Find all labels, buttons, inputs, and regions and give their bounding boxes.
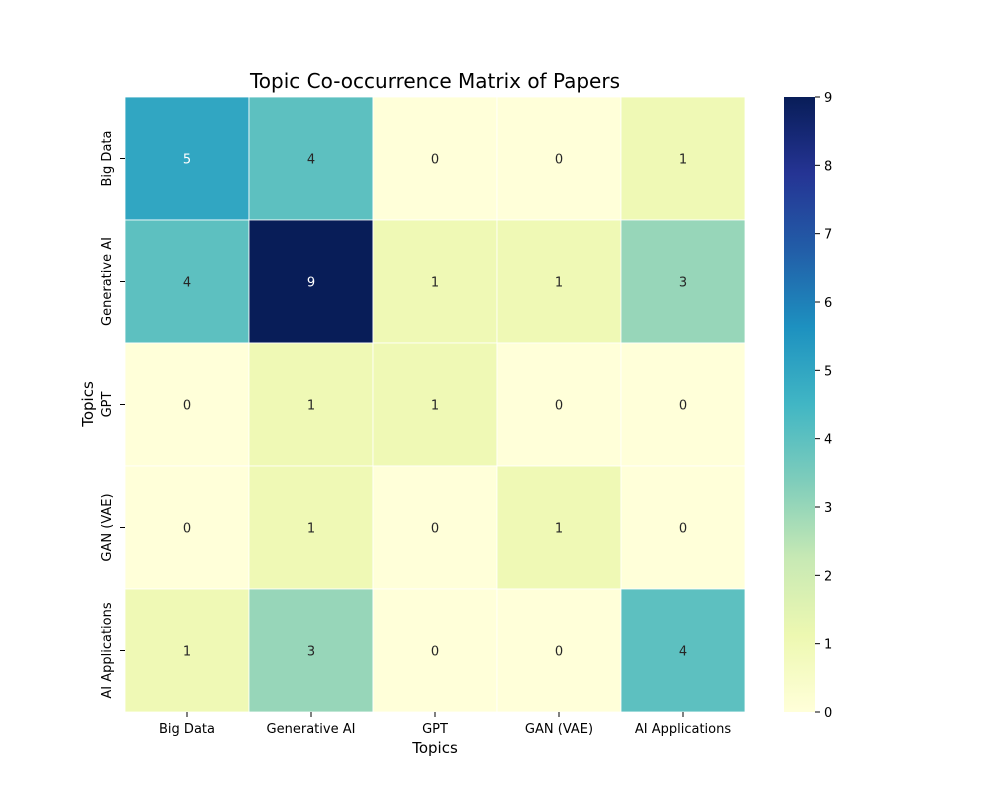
cell-value-label: 3 <box>679 276 687 291</box>
heatmap-cell <box>372 219 498 344</box>
heatmap-cell <box>248 219 374 344</box>
heatmap-cell <box>124 219 250 344</box>
heatmap-cell <box>496 96 622 221</box>
y-tick-label: AI Applications <box>100 602 115 698</box>
heatmap-cell <box>620 465 746 590</box>
cell-value-label: 0 <box>431 522 439 537</box>
heatmap-cell <box>372 342 498 467</box>
heatmap-cell <box>248 96 374 221</box>
heatmap-cell <box>372 96 498 221</box>
x-tick-label: GAN (VAE) <box>525 722 593 737</box>
colorbar-ticks: 0 1 2 3 4 5 6 7 8 9 <box>815 91 832 721</box>
cell-value-label: 5 <box>183 153 191 168</box>
cell-value-label: 1 <box>307 399 315 414</box>
cell-value-label: 9 <box>307 276 315 291</box>
heatmap-cell <box>620 219 746 344</box>
y-tick-label: GPT <box>100 392 115 418</box>
chart-title: Topic Co-occurrence Matrix of Papers <box>249 69 620 93</box>
cell-value-label: 1 <box>555 522 563 537</box>
x-axis-ticks: Big Data Generative AI GPT GAN (VAE) AI Appl… <box>159 712 731 737</box>
colorbar-tick-label: 9 <box>824 91 832 106</box>
cell-value-label: 0 <box>183 522 191 537</box>
cell-value-label: 0 <box>679 522 687 537</box>
heatmap-cell <box>620 342 746 467</box>
heatmap-cell <box>124 96 250 221</box>
y-tick-label: Big Data <box>100 131 115 187</box>
x-axis-label: Topics <box>411 739 458 757</box>
heatmap-cell <box>372 465 498 590</box>
colorbar-tick-label: 5 <box>824 364 832 379</box>
cell-value-label: 0 <box>679 399 687 414</box>
x-tick-label: AI Applications <box>635 722 731 737</box>
x-tick-label: Big Data <box>159 722 215 737</box>
y-axis-label: Topics <box>79 381 97 428</box>
cell-value-label: 4 <box>183 276 191 291</box>
y-axis-ticks: Big Data Generative AI GPT GAN (VAE) AI Appl… <box>100 131 125 699</box>
cell-value-label: 1 <box>307 522 315 537</box>
cell-value-label: 0 <box>183 399 191 414</box>
heatmap-cell <box>248 465 374 590</box>
heatmap-cell <box>372 588 498 713</box>
cell-value-label: 1 <box>431 399 439 414</box>
x-tick-label: GPT <box>422 722 448 737</box>
cell-value-label: 1 <box>183 645 191 660</box>
heatmap-cell <box>620 96 746 221</box>
colorbar-tick-label: 3 <box>824 501 832 516</box>
cell-value-label: 4 <box>307 153 315 168</box>
heatmap-cell <box>496 465 622 590</box>
heatmap-cell <box>248 342 374 467</box>
cell-value-label: 4 <box>679 645 687 660</box>
colorbar-tick-label: 1 <box>824 638 832 653</box>
cell-value-label: 0 <box>431 153 439 168</box>
colorbar-tick-label: 6 <box>824 296 832 311</box>
colorbar-tick-label: 4 <box>824 433 832 448</box>
cell-value-label: 3 <box>307 645 315 660</box>
cell-value-label: 0 <box>555 399 563 414</box>
y-tick-label: Generative AI <box>100 237 115 326</box>
heatmap-cell <box>620 588 746 713</box>
cell-value-label: 1 <box>679 153 687 168</box>
x-tick-label: Generative AI <box>267 722 356 737</box>
heatmap-cell-labels: 5 4 0 0 1 4 9 1 1 3 0 1 1 0 0 0 1 0 1 0 1 3 0 0 4 <box>183 153 687 660</box>
heatmap-cell <box>248 588 374 713</box>
colorbar-tick-label: 2 <box>824 569 832 584</box>
cell-value-label: 1 <box>431 276 439 291</box>
heatmap-cells <box>124 96 746 713</box>
y-tick-label: GAN (VAE) <box>100 493 115 561</box>
colorbar <box>784 97 815 712</box>
colorbar-tick-label: 8 <box>824 159 832 174</box>
colorbar-tick-label: 7 <box>824 228 832 243</box>
cell-value-label: 0 <box>431 645 439 660</box>
cell-value-label: 0 <box>555 153 563 168</box>
cell-value-label: 0 <box>555 645 563 660</box>
heatmap-cell <box>124 588 250 713</box>
colorbar-tick-label: 0 <box>824 706 832 721</box>
cell-value-label: 1 <box>555 276 563 291</box>
heatmap-cell <box>496 342 622 467</box>
